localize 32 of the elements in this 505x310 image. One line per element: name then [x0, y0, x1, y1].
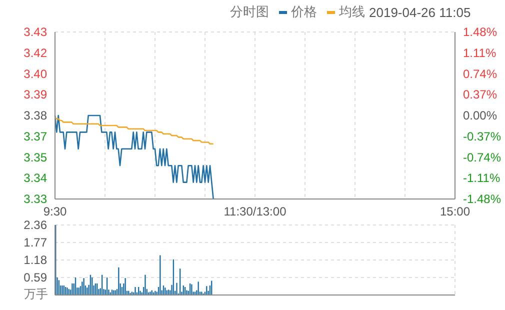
chart-subtitle: 2019-04-26 11:05	[369, 4, 471, 20]
y2-tick-label: 0.74%	[463, 66, 498, 81]
y2-tick-label: 1.11%	[463, 46, 496, 60]
y-tick-label: 3.39	[24, 88, 48, 102]
y-tick-label: 3.35	[24, 150, 48, 164]
y-tick-label: 1.77	[24, 236, 48, 250]
y-tick-label: 0.59	[24, 270, 48, 284]
y-tick-label: 1.18	[24, 253, 48, 267]
y2-tick-label: -0.74%	[463, 150, 502, 164]
x-tick-label: 9:30	[43, 204, 67, 219]
y-tick-label: 3.43	[24, 25, 48, 39]
x-tick-label: 11:30/13:00	[224, 204, 287, 219]
y2-tick-label: -1.11%	[463, 171, 500, 186]
chart-title: 分时图	[230, 3, 269, 21]
y-tick-label: 3.37	[24, 129, 48, 144]
y-tick-label: 3.38	[24, 108, 48, 122]
y-tick-label: 3.34	[24, 171, 48, 186]
y2-tick-label: 0.37%	[463, 88, 498, 102]
y-tick-label: 3.33	[24, 192, 48, 206]
y2-tick-label: 1.48%	[463, 25, 498, 39]
y2-tick-label: 0.00%	[463, 108, 498, 122]
y-tick-label: 2.36	[24, 218, 48, 232]
y2-tick-label: -0.37%	[463, 129, 502, 144]
y-tick-label: 3.40	[24, 66, 48, 81]
y-axis-title: 万手	[24, 286, 48, 303]
y2-tick-label: -1.48%	[463, 192, 502, 206]
legend-label: 价格	[291, 3, 317, 21]
legend-label: 均线	[339, 3, 365, 21]
line-series	[54, 116, 214, 145]
line-series	[54, 114, 214, 199]
y-tick-label: 3.42	[24, 46, 48, 60]
x-tick-label: 15:00	[440, 204, 470, 219]
